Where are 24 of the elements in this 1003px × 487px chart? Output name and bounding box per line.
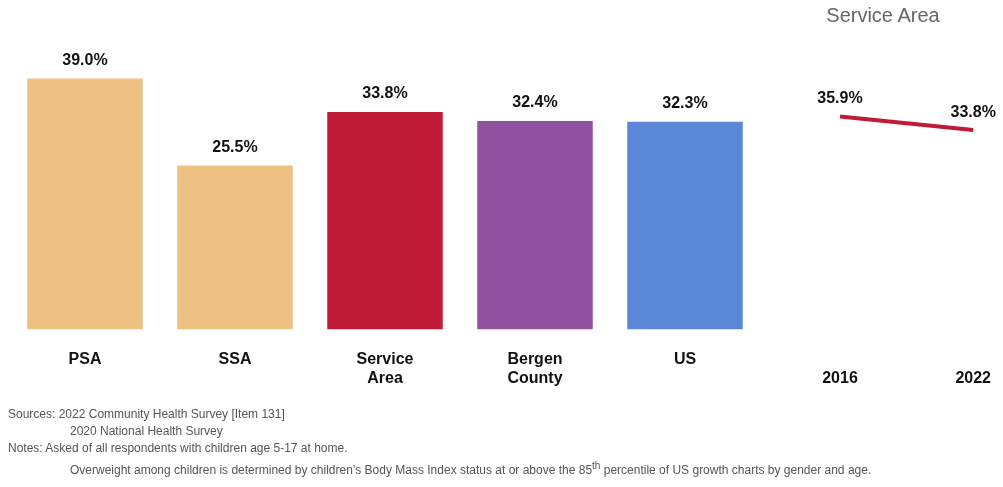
data-label: 39.0% — [62, 51, 108, 69]
bar — [327, 112, 443, 330]
bar — [627, 121, 743, 330]
chart-title: Service Area — [825, 4, 941, 27]
x-tick-label: Service Area — [356, 349, 414, 386]
data-label: 33.8% — [950, 102, 996, 120]
x-tick-label: SSA — [218, 349, 252, 367]
x-tick-label: 2022 — [955, 368, 992, 386]
bar — [477, 121, 593, 330]
data-label: 33.8% — [362, 84, 408, 102]
bar — [27, 78, 143, 330]
x-tick-label: US — [673, 349, 697, 367]
data-label: 35.9% — [817, 88, 863, 106]
text: Sources: 2022 Community Health Survey [Item 131] — [8, 407, 285, 421]
x-tick-label: Bergen County — [507, 349, 563, 386]
text: Notes: Asked of all respondents with children age 5-17 at home. — [8, 441, 348, 455]
data-label: 32.3% — [662, 94, 708, 112]
x-tick-label: 2016 — [822, 368, 858, 386]
data-label: 32.4% — [512, 93, 558, 111]
x-tick-label: PSA — [68, 349, 102, 367]
data-label: 25.5% — [212, 137, 258, 155]
text: 2020 National Health Survey — [70, 424, 223, 438]
bar — [177, 165, 293, 330]
text: Overweight among children is determined by children’s Body Mass Index status at or above the 85$^{th}$ percentile of US growth charts by gender and age. — [70, 460, 872, 477]
